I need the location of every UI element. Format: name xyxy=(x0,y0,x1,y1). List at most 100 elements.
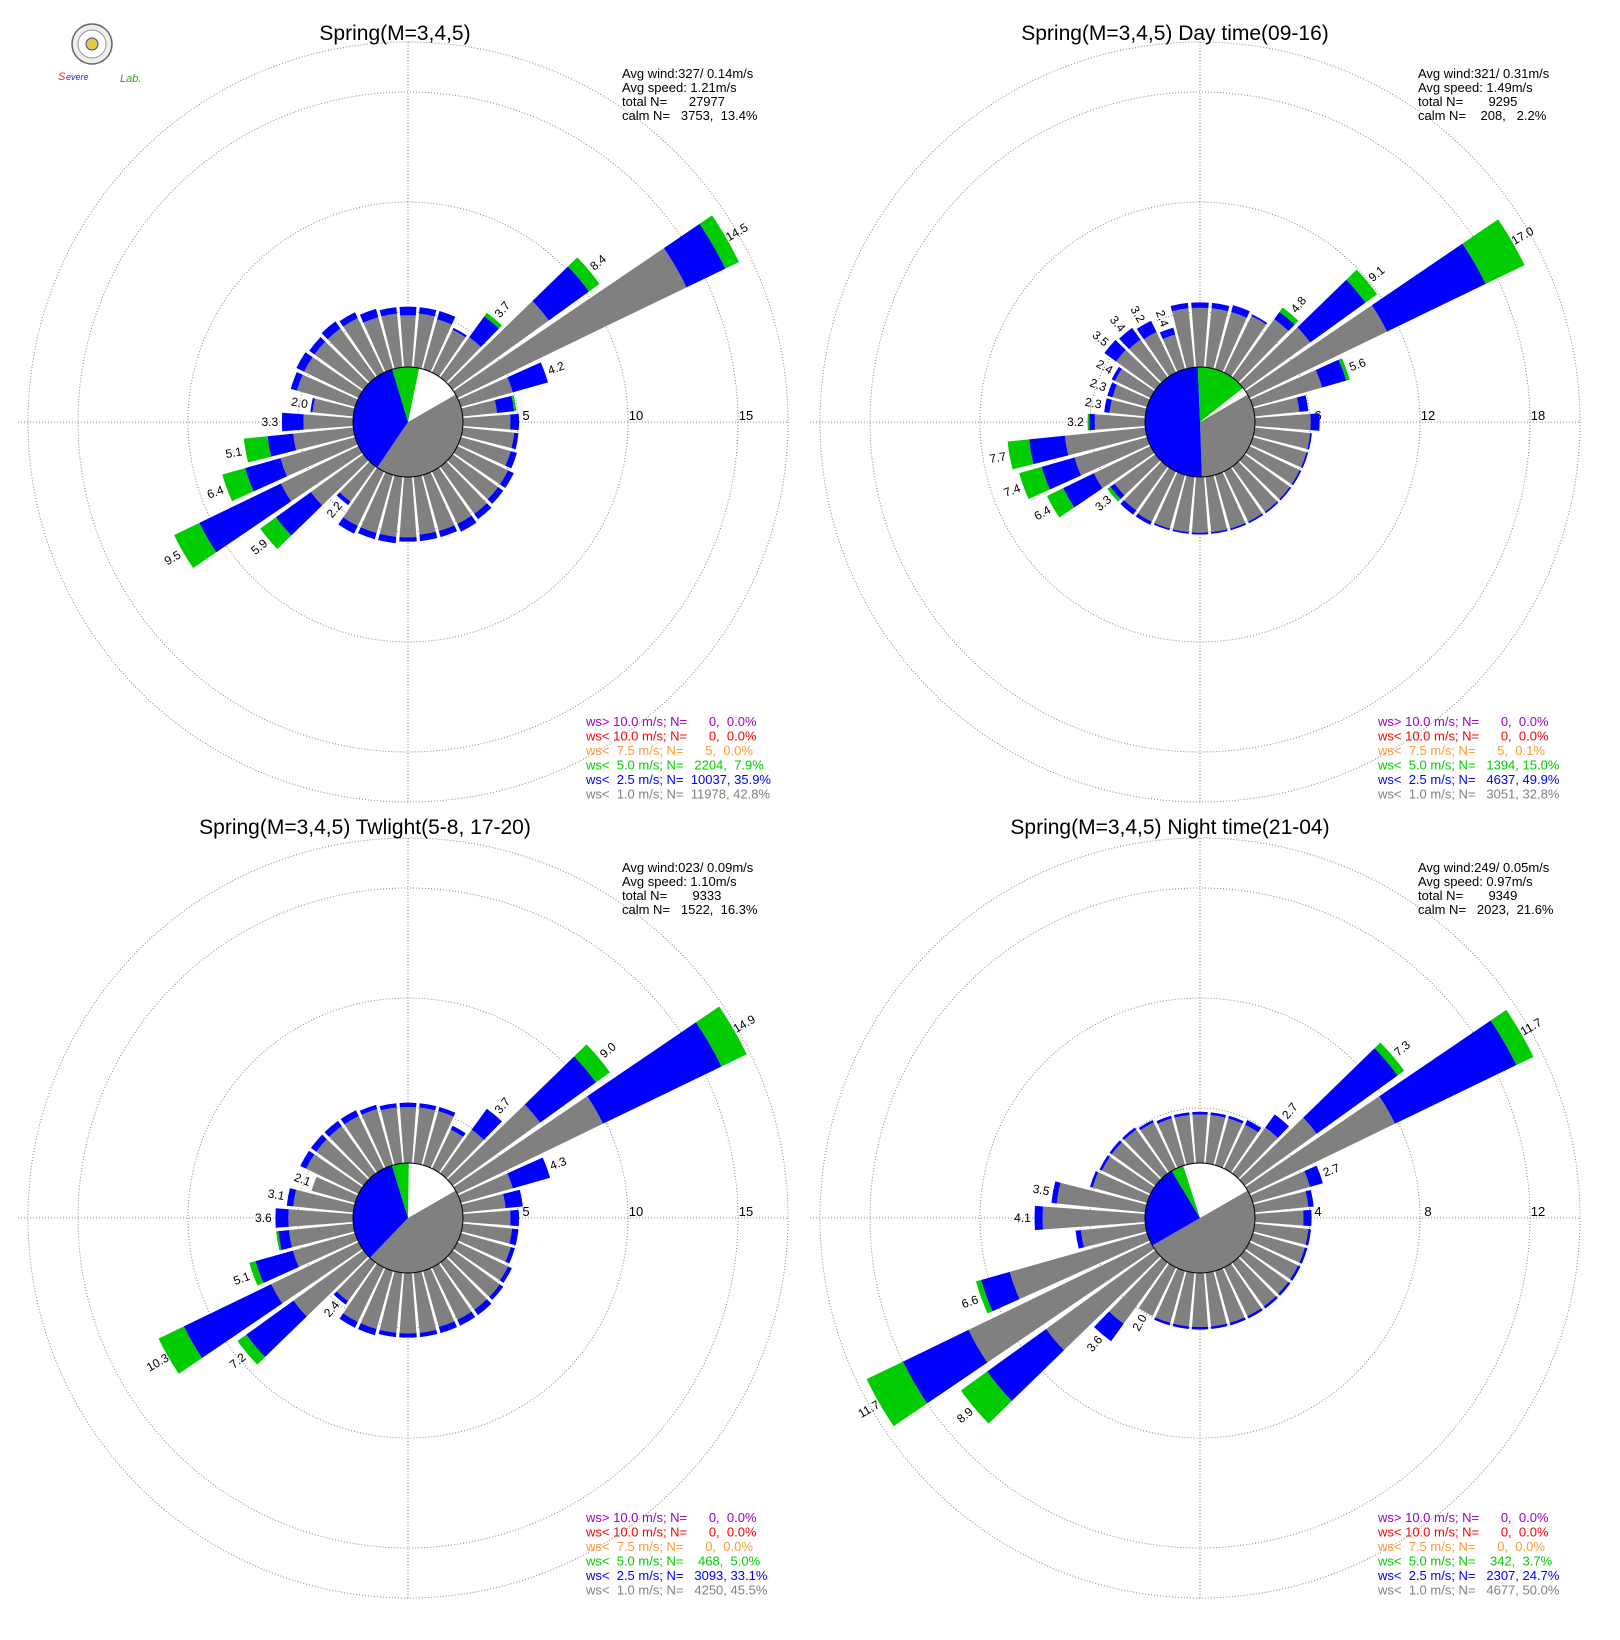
petal-segment-calm xyxy=(431,1263,472,1320)
petal-segment-calm xyxy=(304,357,363,399)
petal-segment-blue xyxy=(1228,1115,1244,1124)
petal-segment-green xyxy=(1007,439,1034,470)
petal-segment-green xyxy=(1346,269,1378,303)
petal-segment-calm xyxy=(296,374,358,408)
petal-segment-calm xyxy=(399,1272,417,1334)
ring-tick-label: 18 xyxy=(1531,408,1545,423)
petal-segment-calm xyxy=(1239,327,1311,390)
calm-pie-slice xyxy=(1171,1165,1200,1218)
petal-label: 3.4 xyxy=(1107,313,1129,335)
petal-segment-blue xyxy=(286,1188,297,1207)
petal-segment-blue xyxy=(1104,339,1126,362)
grid-ring xyxy=(869,887,1531,1549)
stats-line: calm N= 2023, 21.6% xyxy=(1418,902,1554,917)
petal-segment-calm xyxy=(1093,445,1155,489)
petal-segment-calm xyxy=(1046,1250,1161,1351)
legend-entry: ws< 5.0 m/s; N= 1394, 15.0% xyxy=(1377,758,1560,773)
petal-label: 3.6 xyxy=(1084,1333,1106,1355)
petal-segment-calm xyxy=(453,1096,604,1195)
calm-pie-slice xyxy=(1200,394,1255,477)
petal-label: 6.4 xyxy=(1032,503,1054,524)
petal-segment-green xyxy=(222,468,254,502)
petal-label: 3.5 xyxy=(1090,328,1112,350)
petal-label: 7.3 xyxy=(1391,1038,1413,1060)
petal-segment-calm xyxy=(1092,1172,1150,1204)
petal-segment-calm xyxy=(422,1111,454,1168)
petal-label: 2.4 xyxy=(321,1298,343,1320)
petal-segment-calm xyxy=(1114,454,1161,496)
petal-segment-blue xyxy=(1265,1114,1290,1138)
petal-segment-blue xyxy=(378,1329,397,1338)
legend-entry: ws< 10.0 m/s; N= 0, 0.0% xyxy=(585,729,757,744)
petal-label: 5.1 xyxy=(224,444,243,461)
petal-segment-calm xyxy=(271,1241,363,1304)
petal-segment-blue xyxy=(1135,513,1152,525)
petal-segment-blue xyxy=(1303,1209,1312,1227)
petal-segment-blue xyxy=(1304,1165,1323,1187)
petal-segment-blue xyxy=(359,308,379,323)
petal-segment-blue xyxy=(1315,359,1347,388)
petal-segment-green xyxy=(696,1006,747,1067)
petal-segment-calm xyxy=(329,1126,376,1179)
grid-ring xyxy=(869,91,1531,753)
petal-segment-blue xyxy=(1310,413,1320,431)
petal-segment-calm xyxy=(1214,312,1247,372)
petal-segment-calm xyxy=(1143,332,1177,377)
petal-segment-calm xyxy=(968,1241,1155,1363)
grid-ring xyxy=(77,887,739,1549)
petal-segment-blue xyxy=(339,1313,358,1328)
petal-label: 14.5 xyxy=(723,220,751,244)
petal-segment-calm xyxy=(293,427,355,451)
petal-segment-blue xyxy=(1307,433,1312,450)
petal-segment-calm xyxy=(1254,1210,1304,1226)
petal-segment-blue xyxy=(494,395,515,413)
petal-label: 9.0 xyxy=(597,1039,619,1061)
outer-ring xyxy=(819,837,1581,1599)
petal-segment-calm xyxy=(440,461,487,514)
petal-segment-blue xyxy=(1245,1119,1262,1133)
petal-segment-blue xyxy=(310,397,315,413)
petal-segment-blue xyxy=(499,1266,512,1283)
petal-segment-calm xyxy=(1250,369,1323,408)
petal-segment-blue xyxy=(1089,413,1095,431)
petal-segment-blue xyxy=(1291,470,1302,486)
petal-segment-calm xyxy=(1253,397,1300,417)
petal-segment-blue xyxy=(474,503,492,520)
petal-segment-blue xyxy=(399,1102,417,1108)
petal-label: 7.2 xyxy=(227,1350,249,1372)
wind-rose-panel-1: 5 10 15 14.5 8.4 3.7 4.2 2.0 3.3 5.1 6.4 9.5 5.9 2.2 S… xyxy=(18,22,789,803)
petal-label: 7.7 xyxy=(988,449,1007,466)
calm-pie-slice xyxy=(391,1163,409,1218)
petal-segment-blue xyxy=(1278,1281,1291,1296)
petal-segment-calm xyxy=(453,1241,508,1281)
panel-title: Spring(M=3,4,5) xyxy=(319,22,470,45)
legend-entry: ws< 5.0 m/s; N= 342, 3.7% xyxy=(1377,1554,1553,1569)
petal-segment-calm xyxy=(1064,427,1147,456)
petal-segment-blue xyxy=(1300,452,1309,469)
petal-segment-calm xyxy=(458,377,513,408)
petal-label: 3.2 xyxy=(1128,303,1149,325)
petal-segment-calm xyxy=(1109,399,1147,417)
petal-segment-calm xyxy=(1009,1232,1150,1300)
petal-segment-calm xyxy=(447,1104,541,1186)
petal-segment-calm xyxy=(1154,472,1186,529)
petal-segment-blue xyxy=(1170,302,1189,312)
petal-segment-blue xyxy=(1122,1127,1137,1140)
legend-entry: ws> 10.0 m/s; N= 0, 0.0% xyxy=(1377,714,1549,729)
calm-pie-slice xyxy=(408,368,456,422)
petal-segment-calm xyxy=(1094,414,1146,430)
petal-segment-calm xyxy=(447,1250,500,1297)
petal-segment-blue xyxy=(246,1300,307,1358)
petal-segment-calm xyxy=(306,1154,363,1195)
petal-segment-blue xyxy=(1109,1140,1122,1155)
petal-segment-green xyxy=(243,436,272,463)
petal-label: 3.7 xyxy=(492,1094,514,1116)
petal-segment-calm xyxy=(380,1107,403,1165)
grid-ring xyxy=(979,201,1421,643)
petal-label: 4.8 xyxy=(1288,293,1310,315)
petal-segment-calm xyxy=(311,1176,358,1204)
petal-segment-blue xyxy=(507,1157,551,1189)
petal-segment-calm xyxy=(280,436,358,477)
petal-segment-blue xyxy=(1041,457,1082,490)
petal-segment-blue xyxy=(511,432,519,450)
